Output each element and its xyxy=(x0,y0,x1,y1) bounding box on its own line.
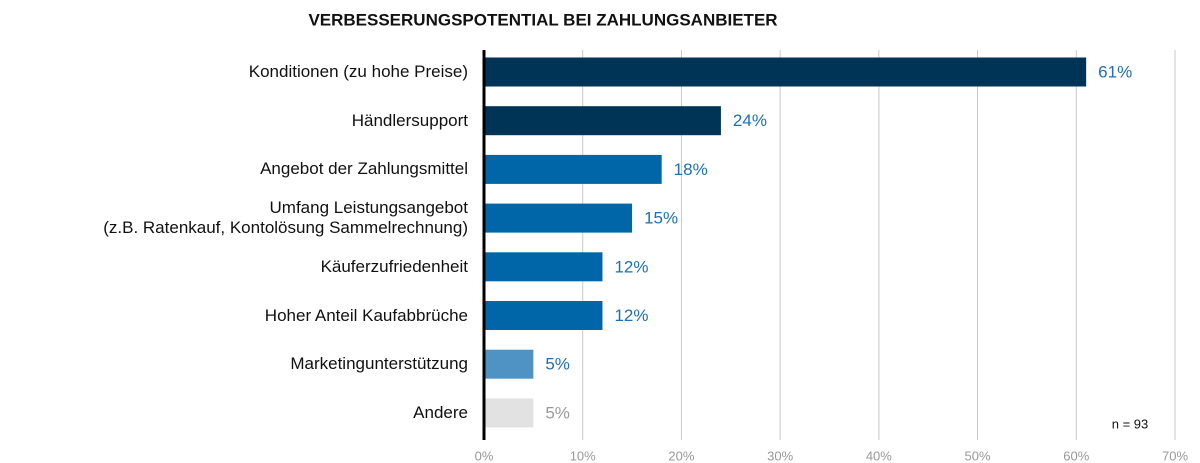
category-label: Angebot der Zahlungsmittel xyxy=(260,159,468,179)
x-tick-label: 0% xyxy=(475,448,494,463)
value-label: 24% xyxy=(733,111,767,130)
value-label: 15% xyxy=(644,209,678,228)
bar xyxy=(484,106,721,136)
bar xyxy=(484,349,534,379)
bar xyxy=(484,398,534,428)
chart-title: VERBESSERUNGSPOTENTIAL BEI ZAHLUNGSANBIE… xyxy=(308,10,777,29)
value-label: 61% xyxy=(1098,62,1132,81)
category-label: Hoher Anteil Kaufabbrüche xyxy=(264,305,468,325)
bar xyxy=(484,57,1087,87)
category-label: Käuferzufriedenheit xyxy=(320,256,468,276)
x-tick-label: 60% xyxy=(1063,448,1089,463)
value-label: 12% xyxy=(614,257,648,276)
category-label: Andere xyxy=(413,402,468,422)
value-label: 5% xyxy=(545,403,570,422)
bar xyxy=(484,203,633,233)
x-tick-label: 50% xyxy=(965,448,991,463)
value-label: 18% xyxy=(674,160,708,179)
bar xyxy=(484,252,603,282)
annotation: n = 93 xyxy=(1112,416,1149,431)
category-label: Umfang Leistungsangebot (z.B. Ratenkauf,… xyxy=(103,198,468,238)
value-label: 5% xyxy=(545,355,570,374)
bar xyxy=(484,301,603,330)
category-label: Konditionen (zu hohe Preise) xyxy=(248,62,468,81)
category-label: Marketingunterstützung xyxy=(290,354,468,374)
x-tick-label: 40% xyxy=(866,448,892,463)
category-label: Händlersupport xyxy=(351,110,468,130)
bar xyxy=(484,154,662,184)
x-tick-label: 30% xyxy=(767,448,793,463)
x-tick-label: 20% xyxy=(668,448,694,463)
x-tick-label: 10% xyxy=(570,448,596,463)
value-label: 12% xyxy=(614,306,648,325)
x-tick-label: 70% xyxy=(1162,448,1188,463)
